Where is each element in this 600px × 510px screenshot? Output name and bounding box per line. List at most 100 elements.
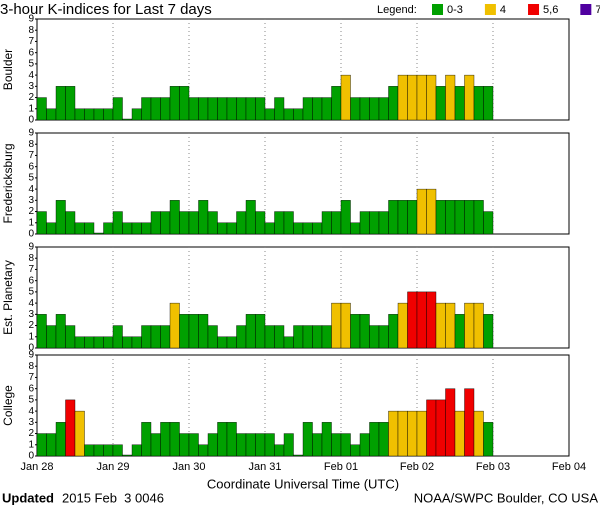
bar	[312, 325, 323, 349]
bar	[454, 200, 465, 235]
bar	[378, 325, 389, 349]
bar	[169, 422, 180, 457]
bar	[150, 97, 161, 121]
bar	[293, 108, 304, 121]
bar	[207, 433, 218, 457]
bar	[321, 97, 332, 121]
bar	[274, 325, 285, 349]
chart-title: 3-hour K-indices for Last 7 days	[0, 1, 212, 18]
bar	[397, 200, 408, 235]
bar	[359, 433, 370, 457]
legend-swatch	[580, 4, 592, 15]
y-tick-label: 3	[28, 309, 34, 320]
bar	[84, 108, 95, 121]
bar	[179, 211, 190, 235]
bar	[445, 388, 456, 457]
bar	[188, 314, 199, 349]
x-tick-label: Feb 02	[400, 461, 434, 473]
bar	[454, 86, 465, 121]
bar	[122, 336, 133, 349]
bar	[103, 222, 114, 235]
bar	[245, 433, 256, 457]
credit: NOAA/SWPC Boulder, CO USA	[414, 490, 599, 505]
y-tick-label: 2	[28, 206, 34, 217]
y-tick-label: 4	[28, 406, 34, 417]
bar	[112, 97, 123, 121]
bar	[312, 222, 323, 235]
bar	[84, 444, 95, 457]
legend-label: 4	[500, 4, 506, 16]
bar	[122, 454, 133, 457]
bar	[388, 314, 399, 349]
bar	[150, 433, 161, 457]
bar	[103, 336, 114, 349]
bar	[55, 200, 66, 235]
bar	[245, 200, 256, 235]
y-tick-label: 1	[28, 331, 34, 342]
y-tick-label: 5	[28, 59, 34, 70]
y-tick-label: 6	[28, 47, 34, 58]
bar	[302, 97, 313, 121]
y-tick-label: 2	[28, 428, 34, 439]
y-tick-label: 5	[28, 173, 34, 184]
bar	[293, 454, 304, 457]
bar	[397, 74, 408, 121]
bar	[407, 200, 418, 235]
bar	[46, 325, 57, 349]
bar	[255, 211, 266, 235]
y-tick-label: 8	[28, 139, 34, 150]
bar	[340, 302, 351, 349]
bar	[312, 433, 323, 457]
bar	[74, 336, 85, 349]
bar	[397, 410, 408, 457]
bar	[112, 325, 123, 349]
bar	[179, 86, 190, 121]
bar	[93, 444, 104, 457]
bar	[483, 422, 494, 457]
bar	[188, 97, 199, 121]
bar	[274, 211, 285, 235]
bar	[331, 86, 342, 121]
panel-label: Boulder	[1, 49, 15, 90]
bar	[255, 97, 266, 121]
bar	[340, 433, 351, 457]
bar	[65, 211, 76, 235]
bar	[103, 444, 114, 457]
bar	[141, 97, 152, 121]
x-tick-label: Feb 04	[552, 461, 586, 473]
bar	[407, 74, 418, 121]
bar	[226, 336, 237, 349]
bar	[397, 302, 408, 349]
bar	[217, 422, 228, 457]
bar	[207, 211, 218, 235]
bar	[435, 399, 446, 457]
bar	[473, 302, 484, 349]
y-tick-label: 3	[28, 81, 34, 92]
bar	[445, 200, 456, 235]
x-tick-label: Jan 28	[20, 461, 53, 473]
panel-label: Fredericksburg	[1, 143, 15, 223]
y-tick-label: 0	[28, 115, 34, 126]
bar	[36, 211, 47, 235]
legend-label: 0-3	[447, 4, 463, 16]
updated-time: 2015 Feb 3 0046	[62, 490, 164, 505]
bar	[359, 314, 370, 349]
bar	[36, 97, 47, 121]
bar	[217, 336, 228, 349]
bar	[312, 97, 323, 121]
bar	[169, 200, 180, 235]
y-tick-label: 8	[28, 361, 34, 372]
bar	[112, 211, 123, 235]
y-tick-label: 0	[28, 229, 34, 240]
bar	[236, 211, 247, 235]
bar	[245, 314, 256, 349]
bar	[169, 302, 180, 349]
bar	[454, 410, 465, 457]
bar	[122, 222, 133, 235]
bar	[112, 444, 123, 457]
updated-label: Updated	[2, 490, 54, 505]
bar	[74, 410, 85, 457]
bar	[236, 325, 247, 349]
bar	[179, 314, 190, 349]
bar	[331, 211, 342, 235]
